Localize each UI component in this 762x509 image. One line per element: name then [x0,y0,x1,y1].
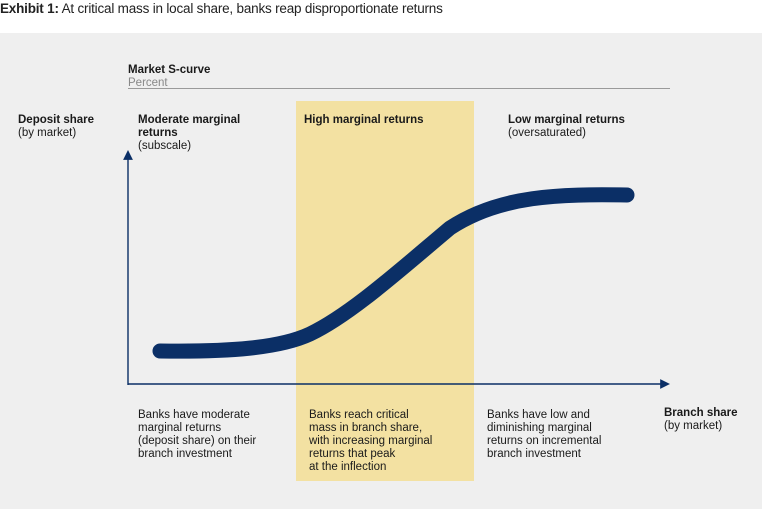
zone-low-heading: Low marginal returns [508,114,625,126]
zone-high-desc-line: at the inflection [309,461,387,473]
exhibit-label: Exhibit 1: [0,1,59,16]
exhibit-title: Exhibit 1: At critical mass in local sha… [0,0,443,22]
zone-moderate-desc-line: Banks have moderate [138,409,250,421]
zone-moderate-heading-1: Moderate marginal [138,114,241,126]
exhibit-title-text: At critical mass in local share, banks r… [61,1,443,16]
s-curve-line [152,187,635,359]
zone-moderate-sub: (subscale) [138,140,192,152]
x-axis-sublabel: (by market) [664,420,723,432]
x-axis-label: Branch share [664,407,738,419]
zone-moderate-heading-2: returns [138,127,178,139]
chart-title: Market S-curve [128,64,211,76]
y-axis-sublabel: (by market) [18,127,77,139]
zone-moderate-desc-line: branch investment [138,448,232,460]
zone-low-desc-line: Banks have low and [487,409,590,421]
zone-moderate-desc-line: marginal returns [138,422,222,434]
zone-high-desc-line: with increasing marginal [309,435,433,447]
zone-low-desc-line: returns on incremental [487,435,602,447]
zone-low-desc-line: branch investment [487,448,581,460]
zone-high-heading: High marginal returns [304,114,424,126]
zone-low-desc-line: diminishing marginal [487,422,592,434]
chart-subtitle: Percent [128,77,168,89]
y-axis-label: Deposit share [18,114,95,126]
zone-low-sub: (oversaturated) [508,127,586,139]
title-divider [128,88,670,89]
zone-high-desc-line: Banks reach critical [309,409,409,421]
zone-high-desc-line: returns that peak [309,448,396,460]
zone-moderate-desc-line: (deposit share) on their [138,435,257,447]
zone-high-desc-line: mass in branch share, [309,422,423,434]
